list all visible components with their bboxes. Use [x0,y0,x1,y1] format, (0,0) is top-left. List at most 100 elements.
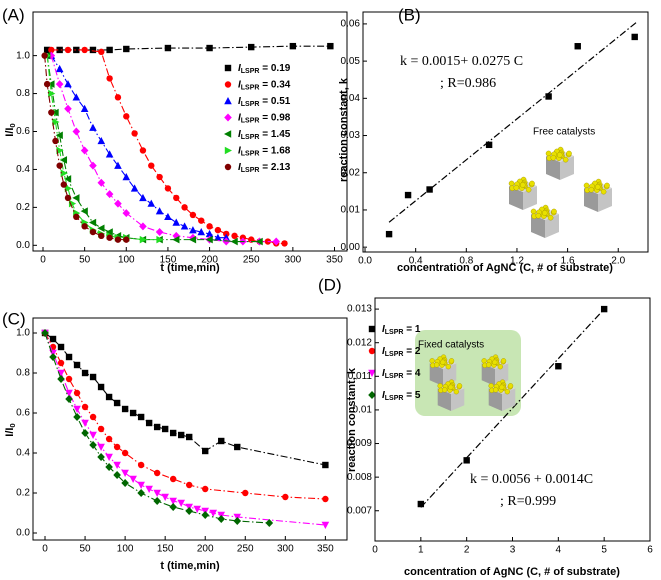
panel-label: (C) [2,309,26,328]
marker [89,441,97,449]
catalyst-icon [545,146,574,180]
marker [233,517,242,525]
y-tick-label: 0.01 [341,205,361,216]
marker [137,413,145,421]
marker [105,190,114,199]
marker [113,443,121,451]
fit-line [46,55,160,241]
legend-label: ILSPR = 2.13 [238,162,291,174]
marker [65,375,73,383]
marker [57,375,65,383]
nanoparticle [441,387,448,393]
y-tick-label: 0.008 [347,472,372,483]
nanoparticle [562,156,569,163]
marker [169,429,177,437]
x-axis-label: concentration of AgNC (C, # of substrate… [404,566,620,578]
marker [121,405,129,413]
marker [43,46,51,54]
y-axis-label: reaction constant, k [338,77,350,182]
marker [145,485,153,493]
marker [88,218,97,227]
nanoparticle [550,154,557,161]
legend-label: ILSPR = 5 [382,390,421,402]
marker [97,443,105,451]
marker [230,237,238,246]
marker [214,226,222,234]
marker [173,194,180,202]
marker [113,471,121,479]
marker [73,361,81,369]
fit-line [44,332,326,466]
legend-marker [224,146,232,155]
marker [105,453,113,461]
marker [73,213,80,221]
marker [161,425,169,433]
nanoparticle [445,364,451,370]
marker [131,130,138,137]
marker [327,42,334,50]
marker [80,207,88,215]
marker [139,235,147,244]
nanoparticle [547,214,554,221]
y-tick-label: 0.2 [16,202,30,213]
marker [56,46,63,54]
prism-side [545,214,559,238]
marker [172,235,180,244]
marker [48,89,56,98]
y-tick-label: 0.4 [16,448,30,459]
annotation: ; R=0.999 [500,494,556,509]
marker [385,230,393,238]
y-tick-label: 0.009 [347,438,372,449]
legend-marker [224,64,232,72]
marker [113,399,121,407]
marker [72,127,81,136]
marker [106,234,113,241]
nanoparticle [485,362,492,368]
marker [193,505,202,513]
x-tick-label: 4 [556,545,562,556]
x-tick-label: 3 [510,545,516,556]
marker [164,185,172,192]
marker [147,199,156,207]
marker [153,469,161,477]
marker [48,109,55,116]
marker [49,335,57,343]
marker [41,52,48,59]
x-tick-label: 250 [243,255,260,266]
x-tick-label: 250 [237,544,254,555]
marker [89,161,97,170]
y-tick-label: 0.4 [16,164,30,175]
marker [169,503,177,511]
y-tick-label: 0.00 [341,242,361,253]
x-tick-label: 200 [197,544,214,555]
marker [114,94,122,101]
marker [201,511,210,519]
marker [123,45,130,53]
marker [55,64,64,73]
marker [64,184,72,193]
y-tick-label: 0.2 [16,488,30,499]
marker [322,495,329,503]
prism-side [429,363,443,386]
marker [206,44,213,52]
marker [114,236,122,243]
marker [155,228,164,237]
marker [81,369,89,377]
legend-label: ILSPR = 1.45 [238,129,291,141]
legend-marker [368,325,376,333]
marker [48,46,55,54]
nanoparticle [488,383,494,389]
marker [114,161,122,169]
marker [55,80,64,89]
marker [89,373,97,381]
marker [73,405,81,413]
marker [139,147,147,154]
marker [47,51,56,60]
nanoparticle [594,184,601,190]
marker [105,150,114,158]
nanoparticle [588,186,595,193]
nanoparticle [497,364,503,370]
marker [214,233,222,241]
nanoparticle [545,150,552,157]
x-tick-label: 0.4 [409,256,423,267]
